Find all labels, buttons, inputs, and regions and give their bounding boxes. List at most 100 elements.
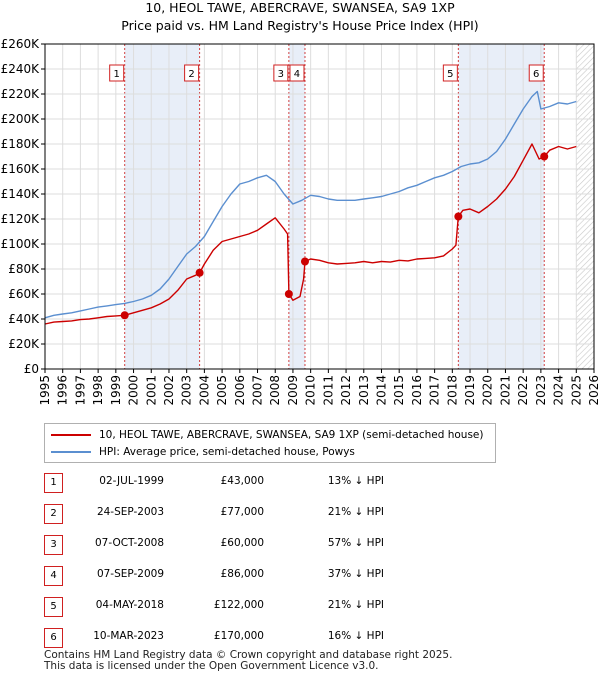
- sale-point: [195, 268, 204, 277]
- x-tick-label: 2021: [498, 375, 512, 406]
- sale-label-text: 2: [188, 69, 194, 80]
- sale-date: 07-SEP-2009: [96, 568, 164, 580]
- sale-hpi-diff: 21% ↓ HPI: [327, 506, 384, 518]
- sale-hpi-diff: 57% ↓ HPI: [327, 537, 384, 549]
- x-tick-label: 1998: [91, 375, 105, 406]
- sale-row: 2 24-SEP-2003 £77,000 21% ↓ HPI: [44, 504, 564, 524]
- sale-date: 10-MAR-2023: [93, 630, 164, 642]
- x-tick-label: 2025: [569, 375, 583, 406]
- y-tick-label: £120K: [1, 212, 41, 226]
- x-tick-label: 2005: [215, 375, 229, 406]
- sale-date: 07-OCT-2008: [95, 537, 164, 549]
- footer-copyright: Contains HM Land Registry data © Crown c…: [44, 649, 453, 661]
- sale-number-badge: 3: [44, 535, 63, 555]
- sale-label-box: [528, 64, 544, 82]
- shaded-span: [288, 44, 305, 369]
- sale-label-text: 4: [294, 69, 300, 80]
- chart-subtitle: Price paid vs. HM Land Registry's House …: [121, 18, 478, 33]
- y-tick-label: £140K: [1, 187, 41, 201]
- future-hatch: [576, 44, 594, 369]
- y-tick-label: £40K: [8, 312, 40, 326]
- x-tick-label: 2024: [552, 375, 566, 406]
- price-chart: 10, HEOL TAWE, ABERCRAVE, SWANSEA, SA9 1…: [1, 0, 600, 406]
- chart-title: 10, HEOL TAWE, ABERCRAVE, SWANSEA, SA9 1…: [145, 0, 455, 15]
- sale-price: £86,000: [220, 568, 264, 580]
- sale-label-text: 3: [278, 69, 284, 80]
- x-tick-label: 2012: [339, 375, 353, 406]
- sale-price: £43,000: [220, 475, 264, 487]
- sale-point: [300, 257, 309, 266]
- x-tick-label: 2011: [321, 375, 335, 406]
- sale-date: 04-MAY-2018: [95, 599, 164, 611]
- y-tick-label: £20K: [8, 337, 40, 351]
- y-tick-label: £220K: [1, 87, 41, 101]
- sale-label: 2: [184, 64, 200, 82]
- x-tick-label: 1995: [38, 375, 52, 406]
- sale-price: £170,000: [213, 630, 264, 642]
- x-tick-label: 2020: [481, 375, 495, 406]
- x-tick-label: 2014: [374, 375, 388, 406]
- sale-label-box: [273, 64, 289, 82]
- y-tick-label: £60K: [8, 287, 40, 301]
- legend-label-hpi: HPI: Average price, semi-detached house,…: [99, 446, 355, 458]
- x-tick-label: 2018: [445, 375, 459, 406]
- sale-label-box: [109, 64, 125, 82]
- sale-label: 5: [442, 64, 458, 82]
- x-tick-label: 2008: [268, 375, 282, 406]
- sale-row: 1 02-JUL-1999 £43,000 13% ↓ HPI: [44, 473, 564, 493]
- footer-licence: This data is licensed under the Open Gov…: [44, 660, 379, 672]
- shaded-span: [124, 44, 200, 369]
- x-tick-label: 2001: [144, 375, 158, 406]
- sale-hpi-diff: 13% ↓ HPI: [327, 475, 384, 487]
- axes: £0 £20K £40K £60K £80K £100K £120K £140K £160K £1…: [1, 37, 600, 406]
- x-tick-label: 2000: [127, 375, 141, 406]
- sale-label: 3: [273, 64, 289, 82]
- sale-price: £77,000: [220, 506, 264, 518]
- sale-number-badge: 4: [44, 566, 63, 586]
- x-tick-label: 2010: [304, 375, 318, 406]
- grid: [44, 43, 595, 370]
- x-tick-label: 2002: [162, 375, 176, 406]
- sale-row: 6 10-MAR-2023 £170,000 16% ↓ HPI: [44, 628, 564, 648]
- sale-label-box: [442, 64, 458, 82]
- sale-label: 1: [109, 64, 125, 82]
- x-tick-label: 2023: [534, 375, 548, 406]
- sale-label: 4: [289, 64, 305, 82]
- sale-row: 5 04-MAY-2018 £122,000 21% ↓ HPI: [44, 597, 564, 617]
- legend-swatch-hpi: [51, 451, 91, 453]
- sale-number-badge: 2: [44, 504, 63, 524]
- sale-point: [540, 152, 549, 161]
- sale-label-box: [184, 64, 200, 82]
- y-tick-label: £80K: [8, 262, 40, 276]
- sale-point: [284, 290, 293, 298]
- sale-label-text: 1: [114, 69, 120, 80]
- x-tick-label: 2009: [286, 375, 300, 406]
- legend-item-property: 10, HEOL TAWE, ABERCRAVE, SWANSEA, SA9 1…: [51, 427, 483, 443]
- x-tick-label: 2007: [251, 375, 265, 406]
- y-tick-label: £180K: [1, 137, 41, 151]
- y-tick-label: £240K: [1, 62, 41, 76]
- x-tick-label: 2013: [357, 375, 371, 406]
- sale-label-text: 5: [447, 69, 453, 80]
- sale-date: 24-SEP-2003: [96, 506, 164, 518]
- sale-price: £122,000: [213, 599, 264, 611]
- sale-period-shading: [45, 44, 594, 369]
- x-tick-label: 1996: [56, 375, 70, 406]
- hpi-line: [44, 90, 577, 319]
- x-tick-label: 2003: [180, 375, 194, 406]
- y-tick-label: £200K: [1, 112, 41, 126]
- y-tick-label: £100K: [1, 237, 41, 251]
- sale-hpi-diff: 21% ↓ HPI: [327, 599, 384, 611]
- x-tick-label: 2019: [463, 375, 477, 406]
- sale-price: £60,000: [220, 537, 264, 549]
- sale-row: 4 07-SEP-2009 £86,000 37% ↓ HPI: [44, 566, 564, 586]
- footer: Contains HM Land Registry data © Crown c…: [44, 650, 452, 672]
- x-tick-label: 2004: [197, 375, 211, 406]
- x-tick-label: 2017: [428, 375, 442, 406]
- sale-label: 6: [528, 64, 544, 82]
- sale-label-box: [289, 64, 305, 82]
- sale-number-badge: 5: [44, 597, 63, 617]
- plot-frame: [44, 43, 595, 370]
- legend: 10, HEOL TAWE, ABERCRAVE, SWANSEA, SA9 1…: [44, 423, 496, 463]
